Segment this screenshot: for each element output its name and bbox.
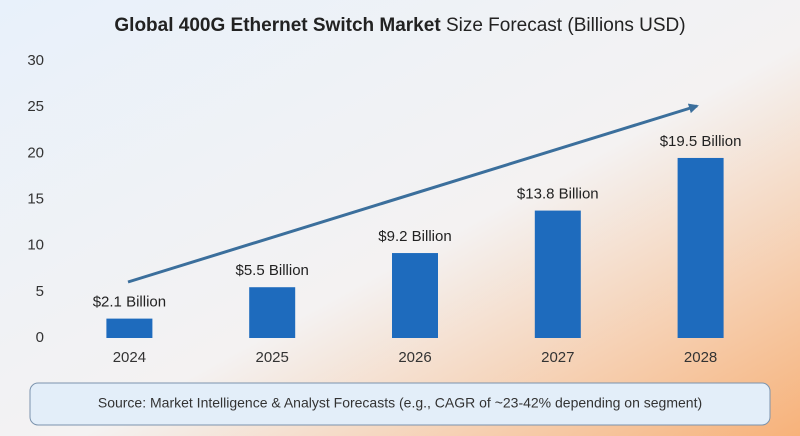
trend-arrow [127,103,699,284]
y-tick-label: 30 [27,52,44,69]
source-note: Source: Market Intelligence & Analyst Fo… [98,395,702,411]
x-tick-label: 2026 [398,349,431,366]
bar [677,157,724,338]
y-tick-label: 5 [36,283,44,300]
title-bold: Global 400G Ethernet Switch Market [114,15,441,36]
value-label: $2.1 Billion [93,294,166,311]
y-tick-label: 20 [27,144,44,161]
x-tick-label: 2024 [113,349,146,366]
value-label: $19.5 Billion [660,133,742,150]
y-tick-label: 0 [36,329,44,346]
value-label: $5.5 Billion [236,262,309,279]
bar [106,318,153,338]
source-box [29,382,771,426]
title-rest: Size Forecast (Billions USD) [446,15,686,36]
bar [392,253,438,338]
bar [534,210,581,338]
x-tick-label: 2027 [541,349,574,366]
bar [249,287,296,338]
y-tick-label: 10 [27,237,44,254]
x-tick-label: 2028 [684,349,717,366]
value-label: $9.2 Billion [378,228,451,245]
x-tick-label: 2025 [256,349,289,366]
y-tick-label: 25 [27,98,44,115]
chart-title: Global 400G Ethernet Switch Market Size … [114,15,685,36]
y-tick-label: 15 [27,190,44,207]
value-label: $13.8 Billion [517,186,599,203]
